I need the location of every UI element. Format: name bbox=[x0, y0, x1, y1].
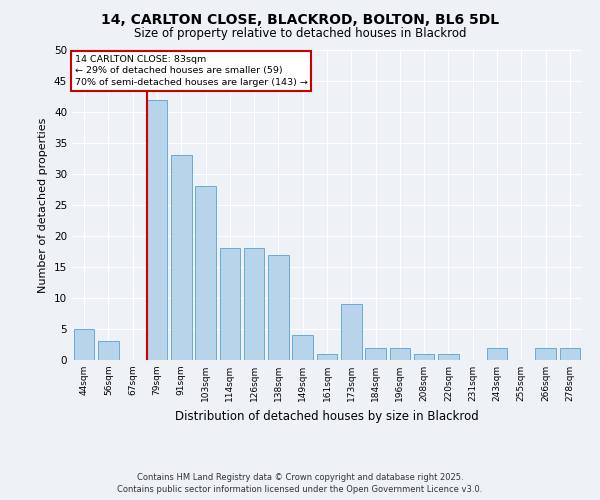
Bar bbox=[317, 354, 337, 360]
Bar bbox=[438, 354, 459, 360]
Bar bbox=[389, 348, 410, 360]
Text: 14 CARLTON CLOSE: 83sqm
← 29% of detached houses are smaller (59)
70% of semi-de: 14 CARLTON CLOSE: 83sqm ← 29% of detache… bbox=[74, 54, 307, 87]
Bar bbox=[365, 348, 386, 360]
Bar bbox=[244, 248, 265, 360]
Bar bbox=[195, 186, 216, 360]
Text: Contains HM Land Registry data © Crown copyright and database right 2025.
Contai: Contains HM Land Registry data © Crown c… bbox=[118, 472, 482, 494]
X-axis label: Distribution of detached houses by size in Blackrod: Distribution of detached houses by size … bbox=[175, 410, 479, 422]
Bar bbox=[560, 348, 580, 360]
Bar bbox=[341, 304, 362, 360]
Bar bbox=[414, 354, 434, 360]
Text: 14, CARLTON CLOSE, BLACKROD, BOLTON, BL6 5DL: 14, CARLTON CLOSE, BLACKROD, BOLTON, BL6… bbox=[101, 12, 499, 26]
Bar bbox=[146, 100, 167, 360]
Bar bbox=[268, 254, 289, 360]
Bar bbox=[220, 248, 240, 360]
Y-axis label: Number of detached properties: Number of detached properties bbox=[38, 118, 49, 292]
Text: Size of property relative to detached houses in Blackrod: Size of property relative to detached ho… bbox=[134, 28, 466, 40]
Bar bbox=[98, 342, 119, 360]
Bar bbox=[171, 156, 191, 360]
Bar bbox=[487, 348, 508, 360]
Bar bbox=[74, 329, 94, 360]
Bar bbox=[535, 348, 556, 360]
Bar bbox=[292, 335, 313, 360]
